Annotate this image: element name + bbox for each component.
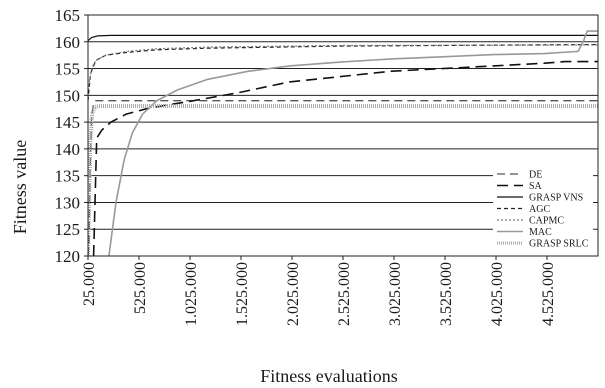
y-tick-label: 165: [55, 6, 81, 25]
legend-label: CAPMC: [529, 216, 564, 227]
legend-background: [493, 167, 593, 252]
y-tick-label: 135: [55, 167, 81, 186]
legend-label: GRASP SRLC: [529, 239, 589, 250]
axes: 120 125 130 135 140 145 150 155 160 165 25.000 525.…: [55, 6, 599, 326]
x-tick-label: 3.025.000: [387, 262, 404, 326]
series-line-agc: [88, 43, 598, 101]
y-tick-label: 160: [55, 33, 81, 52]
series-line-grasp-vns: [88, 34, 598, 42]
series-line-mac: [108, 30, 598, 256]
y-tick-label: 140: [55, 140, 81, 159]
series-line-grasp-srlc: [88, 104, 598, 256]
x-tick-label: 3.525.000: [438, 262, 455, 326]
x-tick-label: 525.000: [132, 262, 149, 314]
legend-label: AGC: [529, 204, 550, 215]
y-tick-label: 130: [55, 193, 81, 212]
legend-label: GRASP VNS: [529, 193, 583, 204]
series-line-de: [88, 100, 598, 256]
series-line-sa: [92, 60, 598, 256]
x-tick-label: 4.025.000: [489, 262, 506, 326]
x-tick-label: 1.525.000: [234, 262, 251, 326]
legend-label: MAC: [529, 227, 552, 238]
y-tick-label: 145: [55, 113, 81, 132]
x-tick-label: 2.525.000: [336, 262, 353, 326]
x-tick-label: 1.025.000: [183, 262, 200, 326]
x-axis-label: Fitness evaluations: [260, 366, 398, 386]
y-tick-label: 125: [55, 220, 81, 239]
y-tick-label: 150: [55, 86, 81, 105]
legend-label: DE: [529, 170, 542, 181]
y-tick-label: 155: [55, 60, 81, 79]
x-tick-label: 25.000: [81, 262, 98, 306]
x-tick-label: 2.025.000: [285, 262, 302, 326]
series-lines: [88, 30, 598, 256]
x-tick-label: 4.525.000: [540, 262, 557, 326]
series-line-capmc: [88, 44, 598, 91]
legend-label: SA: [529, 181, 543, 192]
y-tick-label: 120: [55, 247, 81, 266]
y-axis-label: Fitness value: [10, 140, 30, 235]
